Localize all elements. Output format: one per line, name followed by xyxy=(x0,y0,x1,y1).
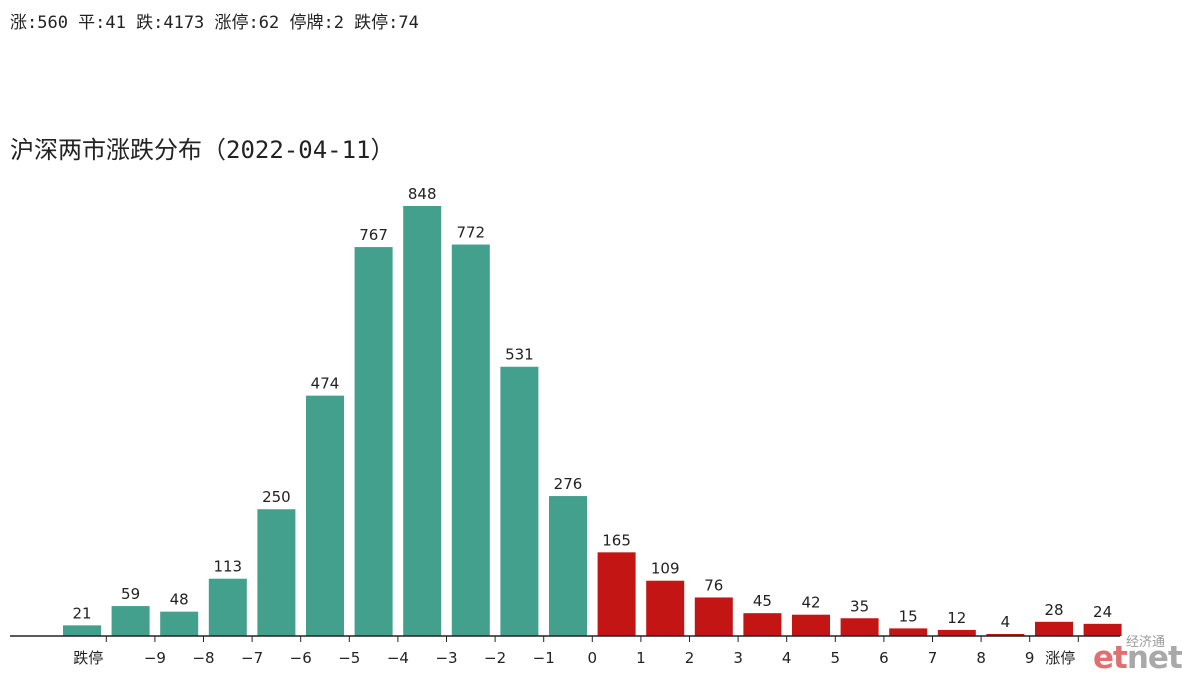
bar-value-label: 250 xyxy=(262,488,291,506)
x-tick-label: 9 xyxy=(1025,649,1035,667)
bar xyxy=(500,366,539,636)
bar xyxy=(840,618,879,636)
bar xyxy=(1035,621,1073,636)
bar-value-label: 28 xyxy=(1044,601,1063,619)
x-tick-label: 5 xyxy=(831,649,841,667)
bar-value-label: 35 xyxy=(850,597,869,615)
bar xyxy=(208,578,247,636)
bar-value-label: 276 xyxy=(554,475,583,493)
x-tick-label: 4 xyxy=(782,649,792,667)
bar xyxy=(646,580,685,636)
x-tick-label: 跌停 xyxy=(73,649,103,667)
x-tick-label: 1 xyxy=(636,649,646,667)
x-tick-label: −8 xyxy=(192,649,214,667)
bar-value-label: 12 xyxy=(947,609,966,627)
x-tick-label: −3 xyxy=(435,649,457,667)
bar xyxy=(111,606,150,636)
x-tick-label: −7 xyxy=(241,649,263,667)
x-tick-label: −1 xyxy=(533,649,555,667)
bar-value-label: 76 xyxy=(704,576,723,594)
bar-value-label: 848 xyxy=(408,185,437,203)
x-tick-label: 2 xyxy=(685,649,695,667)
bar xyxy=(257,509,296,636)
x-tick-label: 8 xyxy=(976,649,986,667)
bar xyxy=(889,628,928,636)
bar xyxy=(986,633,1025,636)
bar xyxy=(1083,623,1122,636)
market-stats-summary: 涨:560 平:41 跌:4173 涨停:62 停牌:2 跌停:74 xyxy=(10,13,419,33)
logo-et: et xyxy=(1093,640,1128,676)
bar-value-label: 48 xyxy=(170,591,189,609)
bar xyxy=(354,247,393,636)
bar xyxy=(160,611,199,636)
x-tick-label: 涨停 xyxy=(1045,649,1075,667)
x-tick-label: 6 xyxy=(879,649,889,667)
bar-value-label: 24 xyxy=(1093,603,1112,621)
bar xyxy=(451,244,490,637)
bar xyxy=(743,613,782,636)
x-tick-label: −4 xyxy=(387,649,409,667)
bar xyxy=(403,206,442,636)
bar-value-label: 59 xyxy=(121,585,140,603)
bar-value-label: 165 xyxy=(602,531,631,549)
x-tick-label: 7 xyxy=(928,649,938,667)
bar-value-label: 21 xyxy=(72,604,91,622)
x-tick-label: 0 xyxy=(588,649,598,667)
bar-value-label: 15 xyxy=(899,607,918,625)
logo-net: net xyxy=(1126,640,1182,676)
logo-subtitle: 经济通 xyxy=(1126,635,1166,650)
x-tick-label: −2 xyxy=(484,649,506,667)
x-tick-label: 3 xyxy=(733,649,743,667)
x-tick-label: −6 xyxy=(290,649,312,667)
bar-value-label: 531 xyxy=(505,346,534,364)
bar-value-label: 109 xyxy=(651,560,680,578)
x-tick-label: −9 xyxy=(144,649,166,667)
x-tick-label: −5 xyxy=(338,649,360,667)
bar-value-label: 474 xyxy=(311,375,340,393)
bar-value-label: 772 xyxy=(456,224,485,242)
bar xyxy=(63,625,101,636)
etnet-logo: etnet xyxy=(1093,640,1182,676)
bar-value-label: 4 xyxy=(1001,613,1011,631)
bar xyxy=(597,552,636,636)
bar-value-label: 767 xyxy=(359,226,388,244)
bar xyxy=(937,629,976,636)
bar-value-label: 42 xyxy=(801,594,820,612)
chart-title: 沪深两市涨跌分布（2022-04-11） xyxy=(10,136,395,164)
bar xyxy=(306,395,344,636)
bar xyxy=(694,597,733,636)
bar xyxy=(792,614,830,636)
bar-value-label: 45 xyxy=(753,592,772,610)
bar xyxy=(549,496,587,636)
bar-value-label: 113 xyxy=(213,558,242,576)
